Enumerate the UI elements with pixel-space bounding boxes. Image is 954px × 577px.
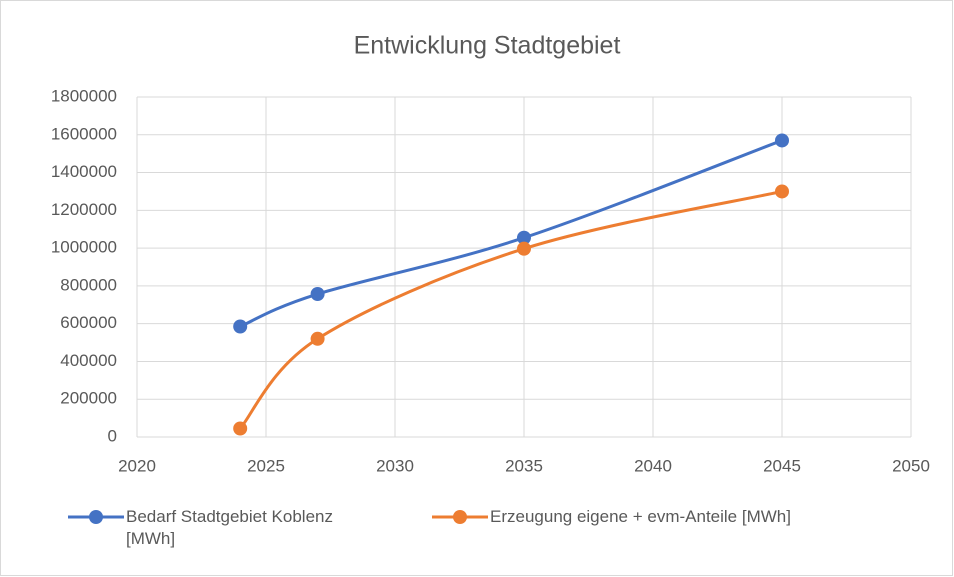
- legend-label: Bedarf Stadtgebiet Koblenz [MWh]: [126, 507, 333, 548]
- y-tick-label: 400000: [60, 351, 117, 370]
- y-tick-label: 600000: [60, 313, 117, 332]
- data-point: [310, 331, 325, 346]
- y-tick-label: 1000000: [51, 238, 117, 257]
- x-tick-label: 2030: [376, 456, 414, 475]
- data-point: [233, 319, 248, 334]
- x-tick-label: 2040: [634, 456, 672, 475]
- data-point: [775, 133, 789, 148]
- series-line: [239, 189, 783, 430]
- y-tick-label: 1600000: [51, 124, 117, 143]
- x-tick-label: 2035: [505, 456, 543, 475]
- y-tick-label: 1400000: [51, 162, 117, 181]
- x-tick-label: 2020: [118, 456, 156, 475]
- y-tick-label: 200000: [60, 389, 117, 408]
- legend-label: Erzeugung eigene + evm-Anteile [MWh]: [490, 507, 791, 526]
- y-tick-label: 1200000: [51, 200, 117, 219]
- x-tick-label: 2045: [763, 456, 801, 475]
- data-point: [310, 287, 325, 302]
- y-tick-label: 800000: [60, 275, 117, 294]
- data-point: [517, 241, 531, 256]
- y-tick-label: 1800000: [51, 86, 117, 105]
- series-line: [239, 139, 783, 328]
- chart-title: Entwicklung Stadtgebiet: [354, 32, 621, 60]
- data-point: [775, 184, 789, 199]
- legend-marker: [89, 510, 103, 524]
- data-point: [517, 230, 531, 245]
- x-tick-label: 2050: [892, 456, 930, 475]
- x-tick-label: 2025: [247, 456, 285, 475]
- data-point: [233, 421, 248, 436]
- y-tick-label: 0: [108, 426, 117, 445]
- legend-marker: [453, 510, 467, 524]
